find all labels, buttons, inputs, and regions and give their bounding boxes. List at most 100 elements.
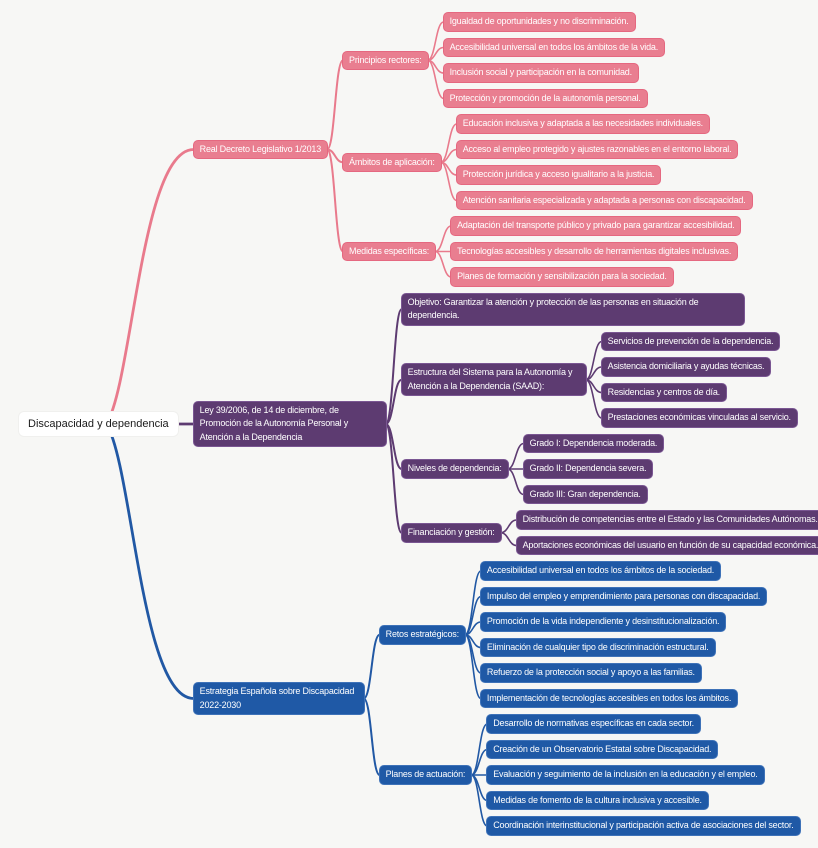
mindmap-subtree: Accesibilidad universal en todos los ámb…: [479, 561, 767, 581]
mindmap-connector-line: [104, 148, 196, 426]
mindmap-leaf-node: Residencias y centros de día.: [600, 382, 727, 403]
mindmap-topic-node: Objetivo: Garantizar la atención y prote…: [400, 292, 745, 326]
mindmap-leaf-node: Evaluación y seguimiento de la inclusión…: [486, 765, 765, 785]
mindmap-subtree: Distribución de competencias entre el Es…: [515, 510, 818, 530]
mindmap-leaf-node: Medidas de fomento de la cultura inclusi…: [486, 790, 709, 811]
mindmap-subtree: Grado III: Gran dependencia.: [522, 484, 665, 505]
mindmap-branch-node: Estrategia Española sobre Discapacidad 2…: [192, 682, 365, 715]
mindmap-subtree: Aportaciones económicas del usuario en f…: [515, 535, 818, 556]
mindmap-branch-node: Ley 39/2006, de 14 de diciembre, de Prom…: [192, 400, 387, 448]
mindmap-subtree: Residencias y centros de día.: [600, 382, 798, 403]
mindmap-subtree: Grado II: Dependencia severa.: [522, 459, 665, 479]
mindmap-leaf-node: Educación inclusiva y adaptada a las nec…: [455, 114, 710, 134]
mindmap-subtree: Discapacidad y dependencia Real Decreto L…: [18, 12, 818, 836]
mindmap-subtree: Adaptación del transporte público y priv…: [450, 216, 742, 236]
mindmap-connector-line: [470, 774, 489, 827]
mindmap-leaf-node: Grado II: Dependencia severa.: [522, 459, 654, 479]
mindmap-subtree: Coordinación interinstitucional y partic…: [486, 816, 801, 836]
mindmap-subtree: Protección jurídica y acceso igualitario…: [455, 165, 753, 185]
mindmap-subtree: Desarrollo de normativas específicas en …: [486, 714, 800, 734]
mindmap-leaf-node: Protección jurídica y acceso igualitario…: [455, 165, 662, 185]
mindmap-leaf-node: Aportaciones económicas del usuario en f…: [515, 535, 818, 556]
mindmap-subtree: Estructura del Sistema para la Autonomía…: [400, 331, 818, 428]
mindmap-leaf-node: Acceso al empleo protegido y ajustes raz…: [455, 139, 739, 160]
mindmap-connector-line: [104, 422, 196, 700]
mindmap-subtree: Ámbitos de aplicación: Educación inclusiv…: [342, 114, 753, 211]
mindmap-subtree: Real Decreto Legislativo 1/2013 Principio…: [192, 12, 818, 287]
mindmap-children-group: Retos estratégicos: Accesibilidad univers…: [378, 561, 801, 836]
mindmap-connector-line: [426, 59, 445, 100]
mindmap-subtree: Implementación de tecnologías accesibles…: [479, 688, 767, 709]
mindmap-subtree: Inclusión social y participación en la c…: [442, 63, 665, 83]
mindmap-leaf-node: Protección y promoción de la autonomía p…: [442, 88, 648, 109]
mindmap-leaf-node: Eliminación de cualquier tipo de discrim…: [479, 637, 716, 658]
mindmap-leaf-node: Accesibilidad universal en todos los ámb…: [479, 561, 722, 581]
mindmap-connector-line: [362, 697, 381, 776]
mindmap-connector-line: [362, 633, 381, 700]
mindmap-subtree: Evaluación y seguimiento de la inclusión…: [486, 765, 800, 785]
mindmap-connector-line: [384, 423, 403, 534]
mindmap-subtree: Grado I: Dependencia moderada.: [522, 433, 665, 454]
mindmap-subtree: Medidas específicas: Adaptación del trans…: [342, 216, 752, 287]
mindmap-leaf-node: Implementación de tecnologías accesibles…: [479, 688, 739, 709]
mindmap-subtree: Igualdad de oportunidades y no discrimin…: [442, 12, 665, 32]
mindmap-subtree: Niveles de dependencia: Grado I: Dependen…: [400, 433, 818, 505]
mindmap-root-node: Discapacidad y dependencia: [18, 410, 179, 438]
mindmap-topic-node: Financiación y gestión:: [400, 523, 502, 543]
mindmap-children-group: Educación inclusiva y adaptada a las nec…: [455, 114, 753, 211]
mindmap-leaf-node: Atención sanitaria especializada y adapt…: [455, 190, 753, 211]
mindmap-subtree: Ley 39/2006, de 14 de diciembre, de Prom…: [192, 292, 818, 556]
mindmap-subtree: Servicios de prevención de la dependenci…: [600, 331, 798, 352]
mindmap-connector-line: [464, 633, 482, 700]
mindmap-children-group: Objetivo: Garantizar la atención y prote…: [400, 292, 818, 556]
mindmap-children-group: Principios rectores: Igualdad de oportuni…: [342, 12, 753, 287]
mindmap-subtree: Objetivo: Garantizar la atención y prote…: [400, 292, 818, 326]
mindmap-subtree: Acceso al empleo protegido y ajustes raz…: [455, 139, 753, 160]
mindmap-topic-node: Ámbitos de aplicación:: [342, 152, 442, 172]
mindmap-subtree: Tecnologías accesibles y desarrollo de h…: [450, 241, 741, 262]
mindmap-topic-node: Principios rectores:: [342, 50, 429, 70]
mindmap-leaf-node: Grado I: Dependencia moderada.: [522, 433, 665, 454]
mindmap-topic-node: Retos estratégicos:: [378, 625, 466, 645]
mindmap-children-group: Adaptación del transporte público y priv…: [450, 216, 742, 287]
mindmap-leaf-node: Refuerzo de la protección social y apoyo…: [479, 663, 702, 683]
mindmap-subtree: Planes de formación y sensibilización pa…: [450, 267, 741, 287]
mindmap-leaf-node: Tecnologías accesibles y desarrollo de h…: [450, 241, 739, 262]
mindmap-leaf-node: Planes de formación y sensibilización pa…: [450, 267, 674, 287]
mindmap-subtree: Principios rectores: Igualdad de oportuni…: [342, 12, 752, 109]
mindmap-children-group: Grado I: Dependencia moderada. Grado II: …: [522, 433, 665, 505]
mindmap-topic-node: Niveles de dependencia:: [400, 459, 509, 479]
mindmap-subtree: Medidas de fomento de la cultura inclusi…: [486, 790, 800, 811]
mindmap-connector-line: [326, 148, 345, 253]
mindmap-leaf-node: Creación de un Observatorio Estatal sobr…: [486, 739, 719, 760]
mindmap-children-group: Igualdad de oportunidades y no discrimin…: [442, 12, 665, 109]
mindmap-leaf-node: Grado III: Gran dependencia.: [522, 484, 648, 505]
mindmap-subtree: Estrategia Española sobre Discapacidad 2…: [192, 561, 818, 836]
mindmap-leaf-node: Impulso del empleo y emprendimiento para…: [479, 586, 768, 607]
mindmap-topic-node: Planes de actuación:: [378, 765, 473, 785]
mindmap-leaf-node: Prestaciones económicas vinculadas al se…: [600, 408, 798, 428]
mindmap-connector-line: [384, 378, 403, 425]
mindmap-tree: Discapacidad y dependencia Real Decreto L…: [18, 12, 818, 836]
mindmap-subtree: Promoción de la vida independiente y des…: [479, 612, 767, 632]
mindmap-subtree: Retos estratégicos: Accesibilidad univers…: [378, 561, 801, 709]
mindmap-connector-line: [326, 59, 345, 151]
mindmap-leaf-node: Desarrollo de normativas específicas en …: [486, 714, 701, 734]
mindmap-branch-node: Real Decreto Legislativo 1/2013: [192, 139, 329, 160]
mindmap-connector-line: [584, 378, 603, 419]
mindmap-leaf-node: Adaptación del transporte público y priv…: [450, 216, 742, 236]
mindmap-subtree: Eliminación de cualquier tipo de discrim…: [479, 637, 767, 658]
mindmap-leaf-node: Accesibilidad universal en todos los ámb…: [442, 37, 665, 58]
mindmap-children-group: Accesibilidad universal en todos los ámb…: [479, 561, 768, 709]
mindmap-subtree: Creación de un Observatorio Estatal sobr…: [486, 739, 800, 760]
mindmap-connector-line: [506, 468, 525, 496]
mindmap-subtree: Impulso del empleo y emprendimiento para…: [479, 586, 768, 607]
mindmap-children-group: Servicios de prevención de la dependenci…: [600, 331, 798, 428]
mindmap-connector-line: [434, 250, 452, 278]
mindmap-leaf-node: Distribución de competencias entre el Es…: [515, 510, 818, 530]
mindmap-subtree: Prestaciones económicas vinculadas al se…: [600, 408, 798, 428]
mindmap-subtree: Protección y promoción de la autonomía p…: [442, 88, 665, 109]
mindmap-leaf-node: Inclusión social y participación en la c…: [442, 63, 639, 83]
